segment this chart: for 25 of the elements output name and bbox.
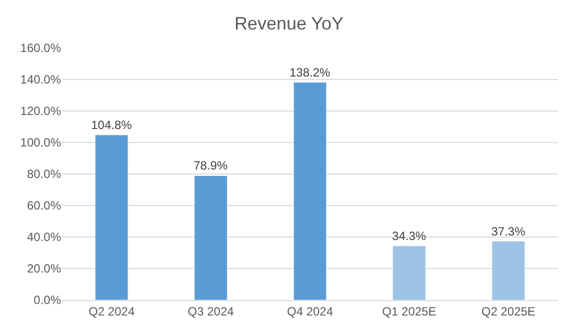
bar	[293, 82, 327, 300]
bar	[94, 134, 128, 300]
y-tick-label: 80.0%	[26, 167, 62, 182]
y-tick-label: 140.0%	[20, 72, 62, 87]
bar	[194, 175, 228, 300]
y-tick-label: 20.0%	[26, 262, 62, 276]
data-label: 104.8%	[91, 118, 132, 132]
data-label: 138.2%	[289, 65, 331, 80]
data-label: 34.3%	[392, 228, 426, 243]
data-label: 37.3%	[491, 224, 526, 238]
bar	[392, 246, 426, 300]
y-tick-label: 160.0%	[20, 41, 62, 56]
data-label: 78.9%	[194, 158, 228, 173]
y-tick-label: 100.0%	[20, 136, 62, 150]
chart-title: Revenue YoY	[234, 13, 344, 34]
bar	[492, 241, 526, 300]
x-tick-label: Q1 2025E	[382, 304, 436, 318]
y-tick-label: 120.0%	[20, 104, 62, 118]
x-tick-label: Q2 2025E	[481, 304, 536, 318]
y-tick-label: 0.0%	[34, 293, 62, 308]
x-tick-label: Q4 2024	[286, 304, 334, 318]
x-tick-label: Q2 2024	[88, 304, 135, 318]
y-tick-label: 40.0%	[26, 230, 62, 244]
x-tick-label: Q3 2024	[188, 304, 234, 318]
y-tick-label: 60.0%	[26, 198, 62, 213]
